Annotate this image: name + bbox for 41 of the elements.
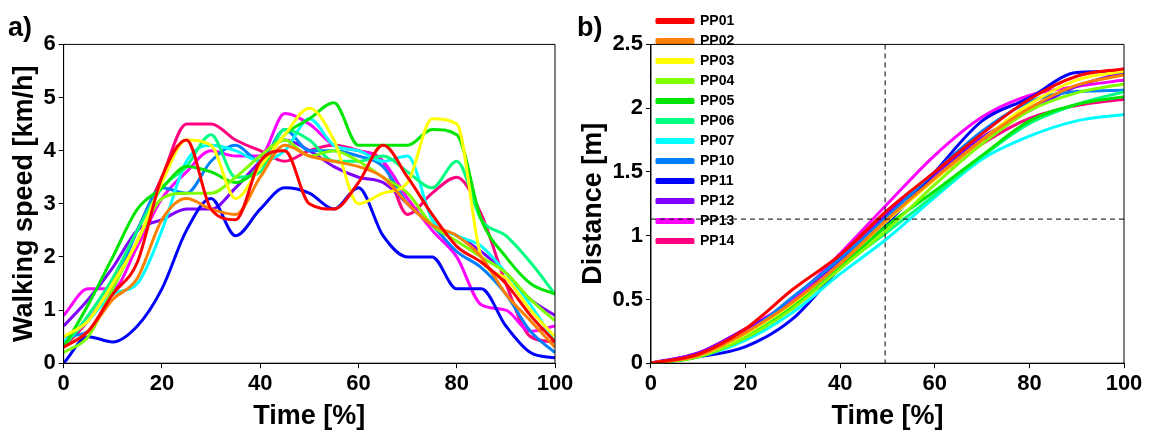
y-tick-label: 3 bbox=[43, 189, 56, 215]
x-axis-title: Time [%] bbox=[253, 400, 366, 431]
x-axis-title: Time [%] bbox=[831, 400, 944, 431]
legend-label: PP12 bbox=[699, 191, 735, 208]
legend-label: PP11 bbox=[699, 171, 734, 188]
legend-label: PP10 bbox=[699, 151, 735, 168]
x-tick-label: 40 bbox=[827, 370, 853, 396]
y-tick-label: 0 bbox=[43, 349, 56, 375]
legend-label: PP05 bbox=[699, 91, 735, 108]
y-tick-label: 0 bbox=[630, 349, 643, 375]
x-tick-label: 40 bbox=[247, 370, 273, 396]
y-tick-label: 2 bbox=[43, 243, 56, 268]
y-tick-label: 6 bbox=[43, 30, 56, 56]
y-tick-label: 0.5 bbox=[612, 285, 643, 311]
y-tick-label: 1.5 bbox=[612, 157, 643, 183]
x-tick-label: 80 bbox=[1017, 370, 1042, 396]
x-tick-label: 80 bbox=[444, 370, 469, 396]
legend-label: PP06 bbox=[699, 111, 735, 128]
x-tick-label: 60 bbox=[922, 370, 948, 396]
legend-label: PP03 bbox=[699, 51, 735, 68]
legend-label: PP07 bbox=[699, 131, 735, 148]
x-tick-label: 100 bbox=[1105, 370, 1143, 396]
legend-label: PP13 bbox=[699, 211, 735, 228]
legend-label: PP02 bbox=[699, 31, 735, 48]
x-tick-label: 60 bbox=[346, 370, 371, 396]
y-tick-label: 2.5 bbox=[612, 30, 643, 56]
chart-title: a) bbox=[8, 11, 33, 42]
y-tick-label: 1 bbox=[43, 296, 56, 322]
x-tick-label: 20 bbox=[733, 370, 758, 396]
chart-title: b) bbox=[577, 11, 603, 42]
y-tick-label: 1 bbox=[630, 221, 643, 247]
y-tick-label: 4 bbox=[43, 136, 57, 162]
x-tick-label: 100 bbox=[536, 370, 574, 396]
x-tick-label: 20 bbox=[149, 370, 175, 396]
legend-label: PP14 bbox=[699, 231, 735, 248]
y-axis-title: Walking speed [km/h] bbox=[7, 65, 38, 343]
legend-label: PP04 bbox=[699, 71, 735, 88]
y-tick-label: 5 bbox=[43, 83, 56, 109]
y-tick-label: 2 bbox=[630, 94, 643, 120]
y-axis-title: Distance [m] bbox=[576, 122, 607, 285]
legend-label: PP01 bbox=[699, 11, 735, 28]
